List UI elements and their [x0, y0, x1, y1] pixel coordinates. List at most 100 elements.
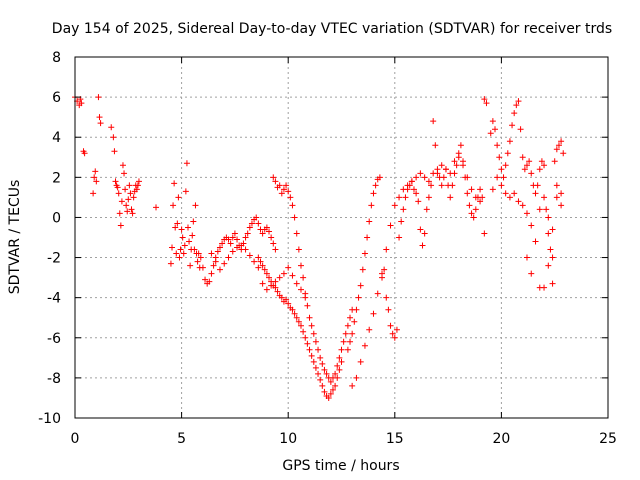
data-point [434, 170, 441, 177]
data-point [206, 278, 213, 285]
data-point [208, 270, 215, 277]
data-point [127, 190, 134, 197]
data-point [242, 234, 249, 241]
data-point [327, 378, 334, 385]
data-point [523, 254, 530, 261]
data-point [558, 138, 565, 145]
data-point [319, 382, 326, 389]
data-point [532, 238, 539, 245]
data-point [451, 158, 458, 165]
data-point [108, 124, 115, 131]
series-seg-f [153, 204, 160, 211]
data-point [173, 250, 180, 257]
data-point [251, 258, 258, 265]
data-point [515, 98, 522, 105]
data-point [494, 142, 501, 149]
data-point [361, 250, 368, 257]
data-point [332, 370, 339, 377]
data-point [558, 202, 565, 209]
data-point [180, 250, 187, 257]
data-point [244, 230, 251, 237]
data-point [415, 198, 422, 205]
data-point [276, 182, 283, 189]
data-point [498, 182, 505, 189]
data-point [528, 170, 535, 177]
x-tick-label: 5 [177, 431, 186, 447]
data-point [175, 194, 182, 201]
data-point [242, 246, 249, 253]
data-point [396, 234, 403, 241]
data-point [336, 366, 343, 373]
data-point [126, 182, 133, 189]
data-point [349, 330, 356, 337]
data-point [355, 294, 362, 301]
data-point [285, 264, 292, 271]
data-point [184, 224, 191, 231]
data-point [383, 246, 390, 253]
data-point [278, 294, 285, 301]
data-point [408, 178, 415, 185]
data-point [553, 194, 560, 201]
data-point [547, 246, 554, 253]
plot-frame [74, 56, 609, 419]
data-point [374, 290, 381, 297]
y-tick-label: -4 [47, 291, 61, 307]
data-point [287, 194, 294, 201]
data-point [257, 258, 264, 265]
series-seg-i [208, 242, 309, 301]
data-point [385, 306, 392, 313]
data-point [189, 232, 196, 239]
data-point [272, 246, 279, 253]
data-point [536, 206, 543, 213]
data-point [317, 354, 324, 361]
data-point [216, 266, 223, 273]
chart-title: Day 154 of 2025, Sidereal Day-to-day VTE… [52, 21, 612, 37]
data-point [315, 370, 322, 377]
data-point [293, 230, 300, 237]
data-point [133, 186, 140, 193]
data-point [400, 206, 407, 213]
data-point [221, 260, 228, 267]
data-point [413, 174, 420, 181]
data-point [210, 262, 217, 269]
data-point [481, 230, 488, 237]
data-point [93, 178, 100, 185]
data-point [125, 196, 132, 203]
data-point [135, 178, 142, 185]
data-point [425, 194, 432, 201]
data-point [112, 178, 119, 185]
data-point [364, 234, 371, 241]
data-point [387, 322, 394, 329]
data-point [519, 154, 526, 161]
data-point [489, 186, 496, 193]
data-point [285, 188, 292, 195]
data-point [278, 190, 285, 197]
data-point [523, 162, 530, 169]
data-point [115, 190, 122, 197]
data-point [312, 364, 319, 371]
data-point [347, 338, 354, 345]
y-axis-ticks: -10 -8 -6 -4 -2 0 2 4 6 8 [38, 50, 608, 427]
data-point [259, 280, 266, 287]
data-point [321, 388, 328, 395]
series-seg-g [167, 160, 204, 271]
data-point [366, 218, 373, 225]
data-point [347, 314, 354, 321]
data-point [117, 222, 124, 229]
x-tick-label: 0 [71, 431, 80, 447]
data-point [451, 170, 458, 177]
data-point [190, 218, 197, 225]
data-point [261, 266, 268, 273]
y-tick-label: 4 [52, 130, 61, 146]
data-point [417, 170, 424, 177]
data-point [302, 290, 309, 297]
data-point [238, 242, 245, 249]
data-point [308, 352, 315, 359]
data-point [334, 362, 341, 369]
y-tick-label: -8 [47, 371, 61, 387]
data-point [266, 228, 273, 235]
data-point [421, 230, 428, 237]
series-seg-q [489, 174, 565, 245]
y-tick-label: -10 [38, 411, 61, 427]
data-point [312, 338, 319, 345]
